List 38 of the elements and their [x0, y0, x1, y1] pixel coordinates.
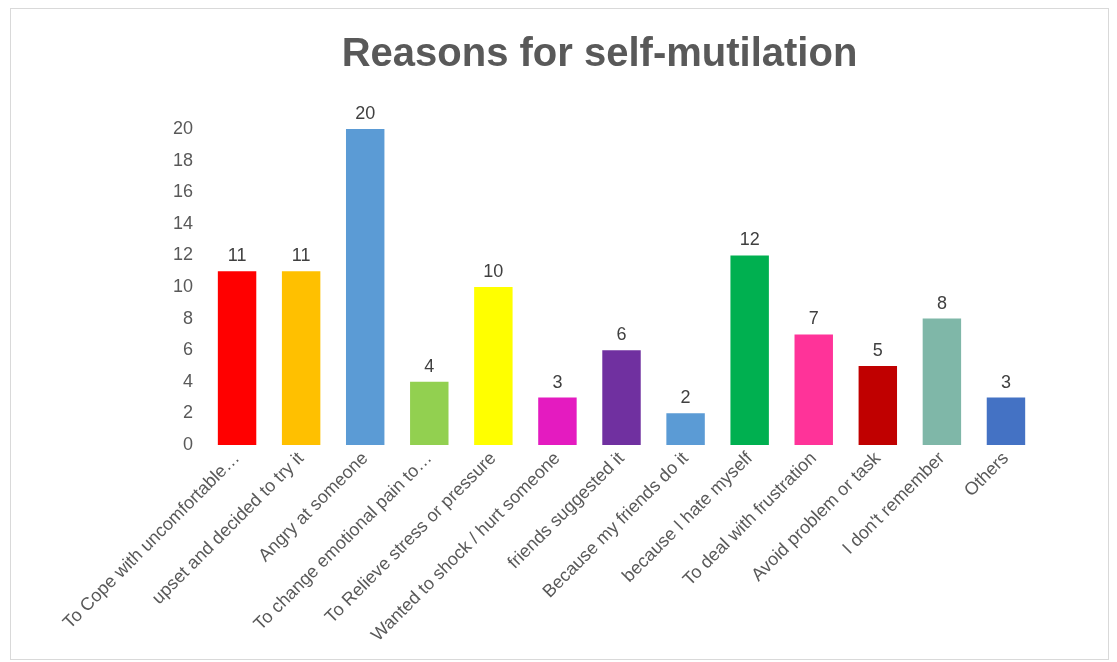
- data-label: 4: [424, 355, 435, 376]
- bar: [602, 350, 641, 445]
- data-label: 11: [291, 245, 311, 266]
- data-label: 7: [808, 308, 819, 329]
- data-label: 8: [936, 292, 947, 313]
- data-label: 5: [872, 339, 883, 360]
- bar: [538, 397, 577, 445]
- bar: [922, 318, 962, 445]
- data-label: 10: [483, 260, 504, 281]
- y-tick-label: 8: [183, 307, 194, 328]
- y-tick-label: 6: [183, 339, 194, 360]
- bar: [281, 271, 321, 445]
- data-label: 20: [355, 102, 376, 123]
- y-tick-label: 12: [172, 244, 194, 265]
- bar: [794, 334, 833, 445]
- bar: [666, 413, 705, 445]
- chart-title: Reasons for self-mutilation: [341, 30, 858, 75]
- bar: [858, 365, 898, 445]
- bar: [345, 129, 385, 445]
- y-tick-label: 2: [183, 402, 194, 423]
- data-label: 12: [739, 229, 760, 250]
- bar: [730, 255, 769, 445]
- data-label: 2: [680, 387, 691, 408]
- y-tick-label: 16: [172, 181, 194, 202]
- y-tick-label: 10: [172, 275, 194, 296]
- bar: [986, 397, 1026, 445]
- bar: [410, 381, 449, 445]
- data-label: 6: [616, 324, 627, 345]
- y-tick-label: 0: [183, 433, 194, 454]
- y-tick-label: 18: [172, 149, 194, 170]
- bar: [474, 286, 513, 445]
- y-tick-label: 14: [172, 212, 194, 233]
- y-tick-label: 20: [172, 117, 194, 138]
- data-label: 11: [227, 245, 247, 266]
- y-tick-label: 4: [183, 370, 194, 391]
- data-label: 3: [552, 371, 563, 392]
- bar: [217, 271, 257, 445]
- data-label: 3: [1000, 371, 1011, 392]
